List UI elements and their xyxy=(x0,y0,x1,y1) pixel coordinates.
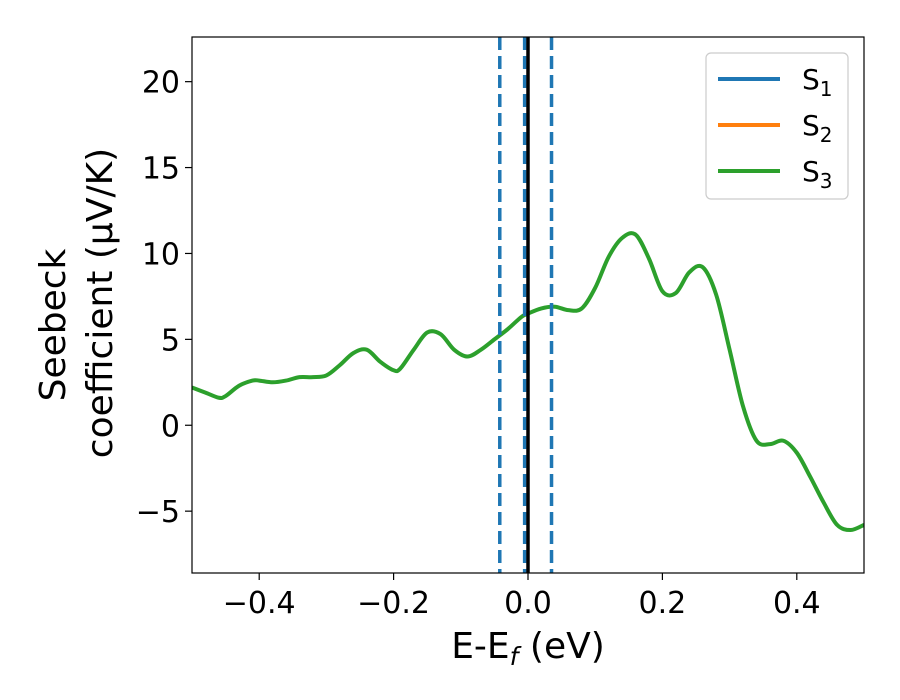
legend: S1 S2 S3 xyxy=(705,52,849,200)
legend-label-1: S1 xyxy=(802,63,833,101)
y-axis-ticks: −5 0 5 10 15 20 xyxy=(136,66,192,530)
y-axis-label-line2: coefficient (μV/K) xyxy=(80,148,121,458)
y-tick-label: 20 xyxy=(142,66,180,101)
y-tick-label: 15 xyxy=(142,152,180,187)
x-axis-label-main: E-E xyxy=(451,626,509,667)
x-tick-label: 0.0 xyxy=(504,586,552,621)
x-tick-label: −0.4 xyxy=(223,586,296,621)
x-tick-label: 0.4 xyxy=(773,586,821,621)
legend-label-3: S3 xyxy=(802,155,833,193)
y-tick-label: −5 xyxy=(136,495,180,530)
y-tick-label: 10 xyxy=(142,237,180,272)
series-line-3 xyxy=(192,231,864,533)
x-axis-label: E-Ef (eV) xyxy=(451,626,605,671)
x-axis-label-unit: (eV) xyxy=(518,626,604,667)
y-axis-label-line1: Seebeck xyxy=(33,248,74,401)
y-tick-label: 5 xyxy=(161,323,180,358)
legend-label-2: S2 xyxy=(802,109,833,147)
x-tick-label: −0.2 xyxy=(357,586,430,621)
plot-lines xyxy=(192,37,864,573)
x-axis-ticks: −0.4 −0.2 0.0 0.2 0.4 xyxy=(223,573,821,621)
x-tick-label: 0.2 xyxy=(639,586,687,621)
y-tick-label: 0 xyxy=(161,409,180,444)
